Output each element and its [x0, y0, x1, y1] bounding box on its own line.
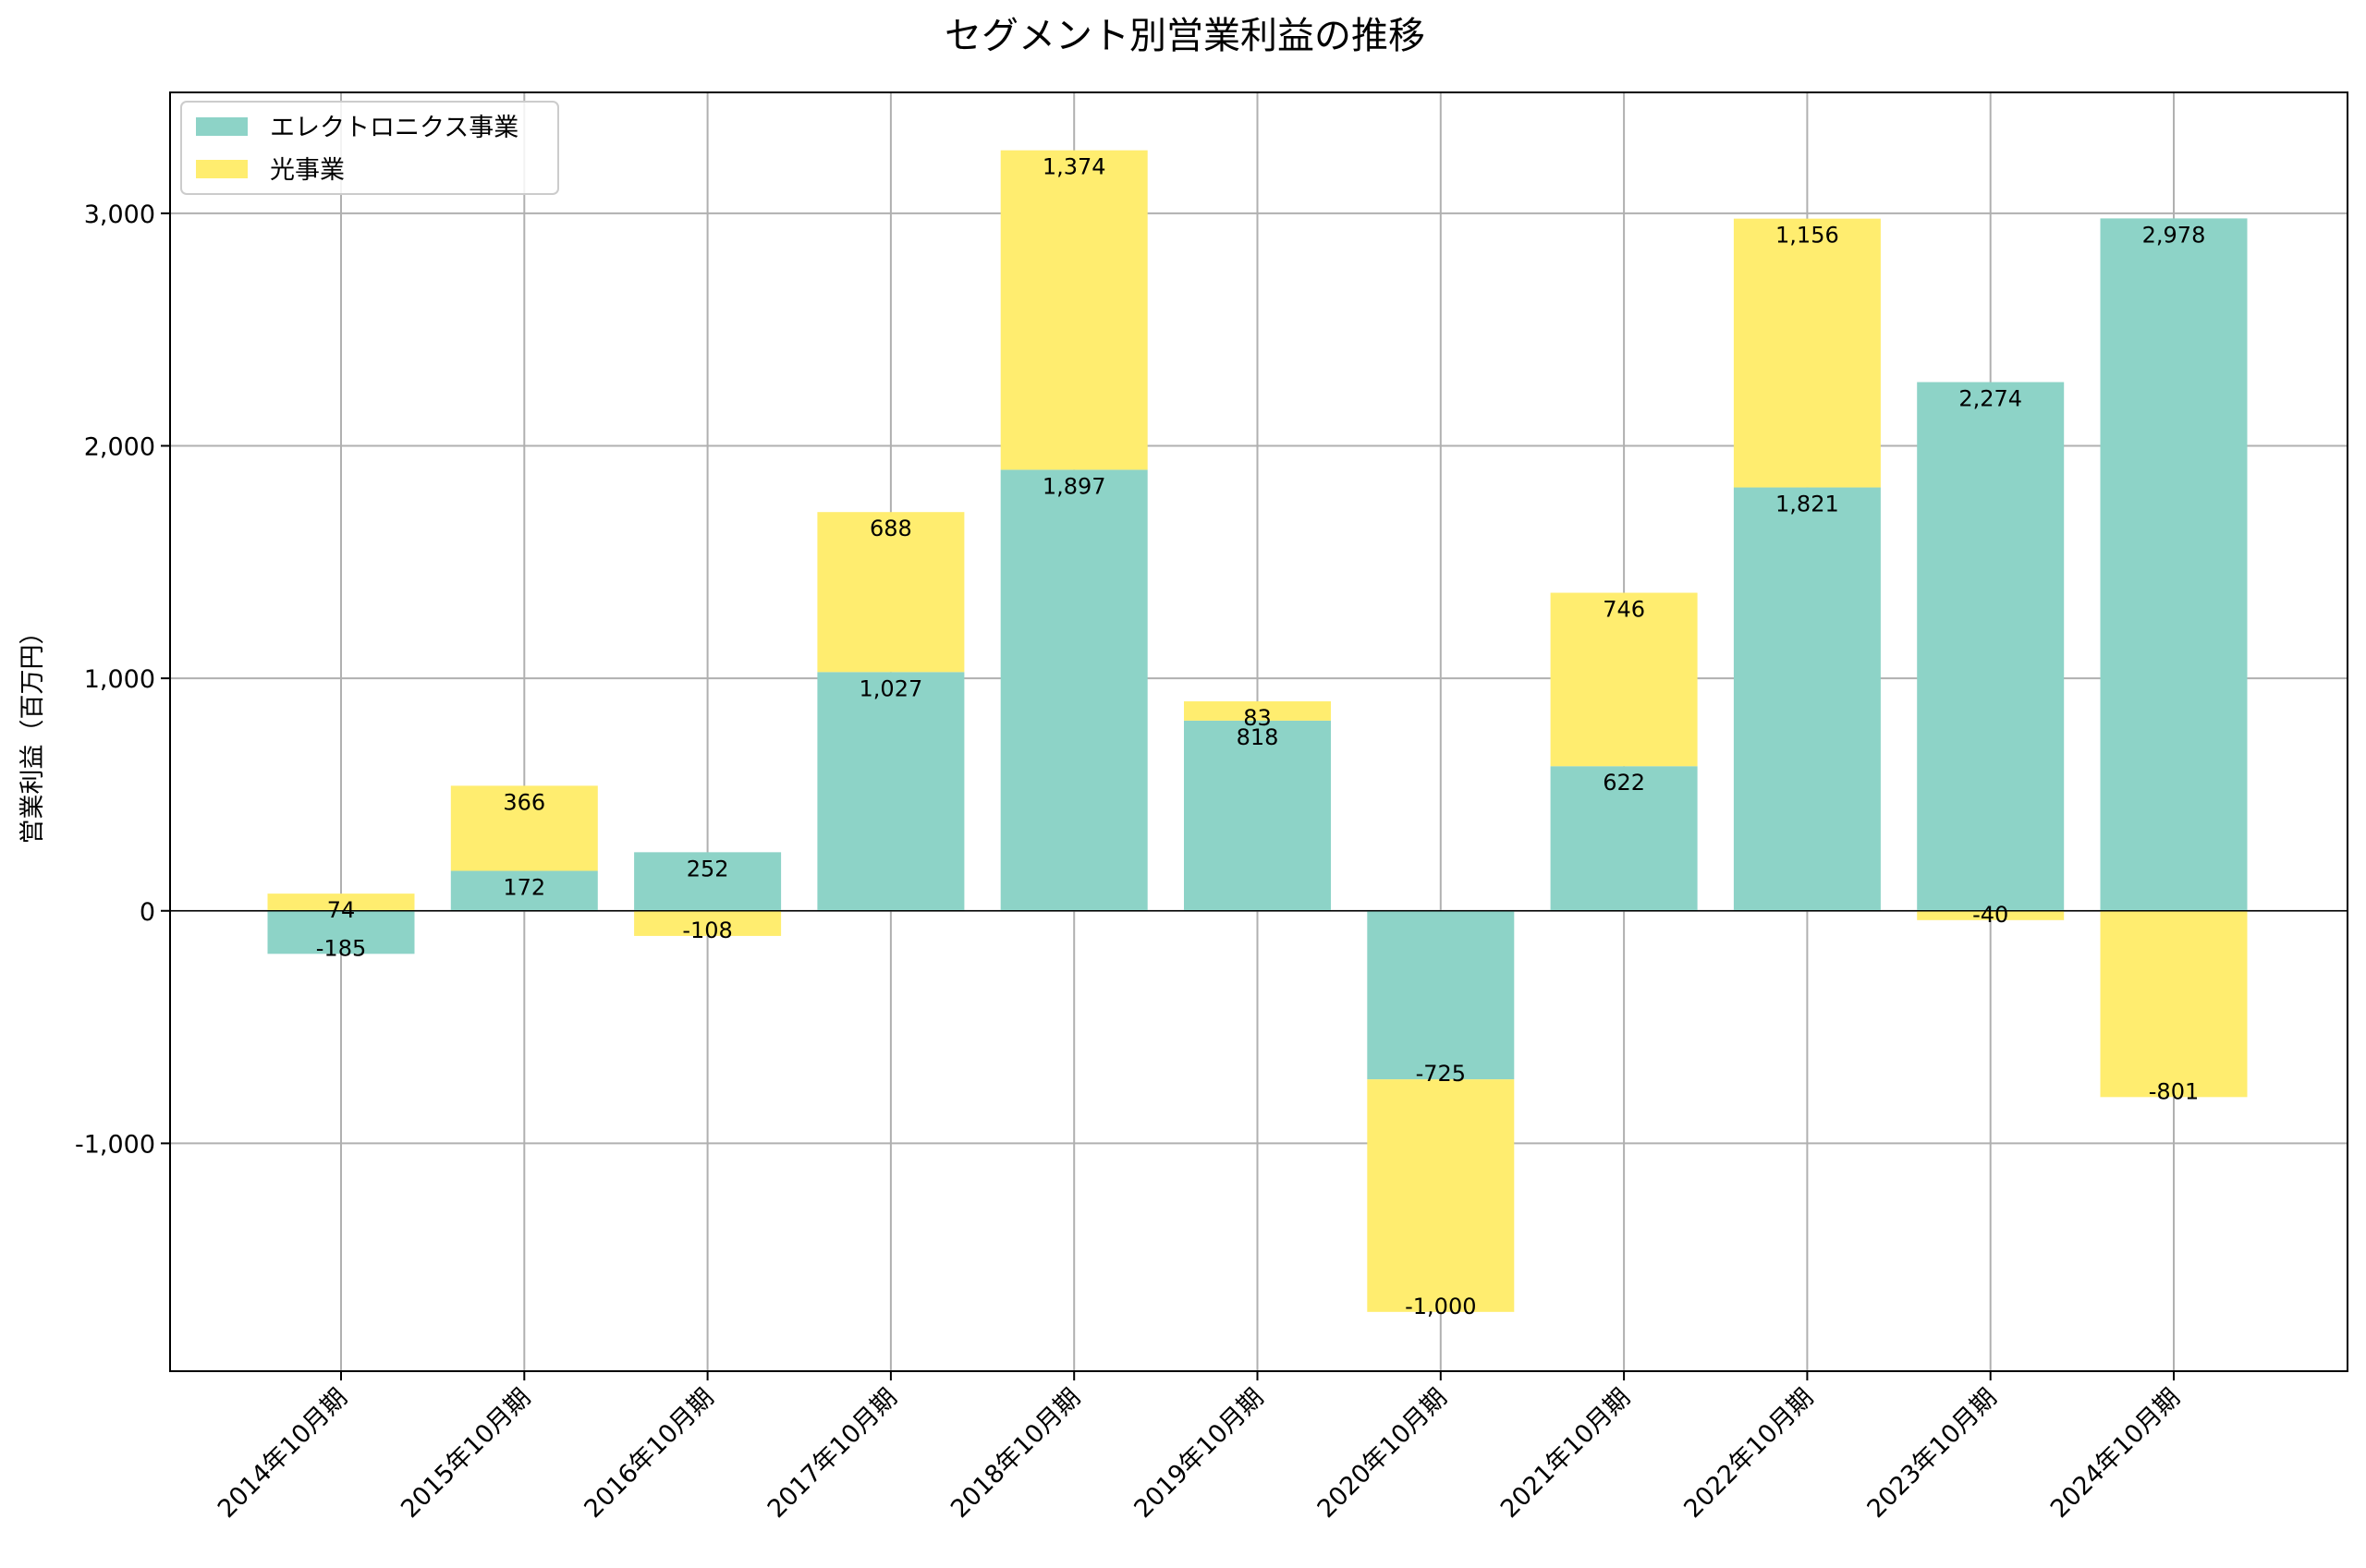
data-labels: -185 172 252 1,027 1,897 818 -725 622 1,821 2,274…	[316, 154, 2206, 1319]
y-tick-label: -1,000	[75, 1130, 155, 1159]
y-tick-label: 3,000	[84, 201, 155, 229]
y-axis-label: 営業利益（百万円）	[18, 620, 47, 845]
bar-optical	[1550, 592, 1698, 767]
data-label: -801	[2149, 1078, 2199, 1104]
data-label: 746	[1603, 597, 1645, 623]
data-label: 252	[687, 856, 729, 881]
bar-optical	[817, 512, 965, 673]
bar-electronics	[1000, 469, 1148, 911]
data-label: 366	[503, 789, 545, 815]
data-label: 1,897	[1043, 473, 1106, 499]
data-label: 83	[1243, 705, 1272, 731]
x-tick-label: 2020年10月期	[1312, 1383, 1453, 1524]
legend-box	[180, 101, 559, 195]
bar-optical	[1000, 150, 1148, 470]
bar-electronics	[634, 852, 782, 911]
data-label: 2,274	[1958, 386, 2022, 412]
bar-electronics	[1184, 720, 1331, 911]
y-tick-label: 1,000	[84, 665, 155, 694]
bar-optical	[634, 910, 782, 936]
y-tick-label: 0	[140, 898, 155, 927]
data-label: 1,374	[1043, 154, 1106, 180]
x-tick-label: 2022年10月期	[1678, 1383, 1819, 1524]
legend-swatch-electronics	[196, 117, 248, 136]
x-tick-label: 2019年10月期	[1128, 1383, 1269, 1524]
bar-electronics	[817, 672, 965, 911]
bar-electronics	[1367, 910, 1515, 1080]
x-tick-label: 2015年10月期	[396, 1383, 536, 1524]
data-label: 818	[1237, 724, 1279, 750]
legend-label-optical: 光事業	[270, 156, 345, 185]
bar-electronics	[2100, 218, 2248, 911]
data-label: 622	[1603, 770, 1645, 796]
data-label: -108	[682, 918, 732, 943]
x-axis: 2014年10月期 2015年10月期 2016年10月期 2017年10月期 2018…	[213, 1371, 2186, 1524]
bar-optical	[1184, 701, 1331, 721]
data-label: -185	[316, 935, 366, 961]
legend-label-electronics: エレクトロニクス事業	[270, 114, 518, 142]
bar-electronics	[1917, 382, 2065, 911]
bar-optical	[1733, 218, 1881, 488]
x-tick-label: 2017年10月期	[762, 1383, 903, 1524]
data-label: 1,821	[1775, 492, 1839, 517]
data-label: 2,978	[2142, 222, 2206, 248]
x-tick-label: 2014年10月期	[213, 1383, 353, 1524]
data-label: 74	[327, 897, 356, 923]
x-tick-label: 2024年10月期	[2045, 1383, 2186, 1524]
y-axis: -1,000 0 1,000 2,000 3,000	[75, 201, 170, 1159]
data-label: -40	[1972, 902, 2008, 928]
data-label: -725	[1416, 1061, 1466, 1087]
data-label: 1,027	[860, 675, 923, 701]
chart-title: セグメント別営業利益の推移	[945, 15, 1425, 57]
bar-electronics	[450, 870, 598, 911]
x-tick-label: 2018年10月期	[945, 1383, 1086, 1524]
bar-electronics	[267, 910, 415, 954]
bar-optical	[267, 893, 415, 911]
plot-frame	[169, 91, 2348, 1372]
bars	[267, 150, 2248, 1312]
x-tick-label: 2021年10月期	[1495, 1383, 1636, 1524]
data-label: 1,156	[1775, 223, 1839, 249]
data-label: 688	[870, 516, 912, 541]
data-label: 172	[503, 874, 545, 900]
bar-electronics	[1550, 766, 1698, 911]
bar-optical	[450, 785, 598, 871]
bar-optical	[1917, 910, 2065, 920]
bar-optical	[2100, 910, 2248, 1098]
x-tick-label: 2016年10月期	[579, 1383, 719, 1524]
y-tick-label: 2,000	[84, 432, 155, 461]
data-label: -1,000	[1405, 1294, 1476, 1319]
legend: エレクトロニクス事業 光事業	[180, 101, 559, 195]
x-tick-label: 2023年10月期	[1862, 1383, 2003, 1524]
bar-electronics	[1733, 487, 1881, 911]
legend-swatch-optical	[196, 160, 248, 178]
bar-optical	[1367, 1079, 1515, 1312]
